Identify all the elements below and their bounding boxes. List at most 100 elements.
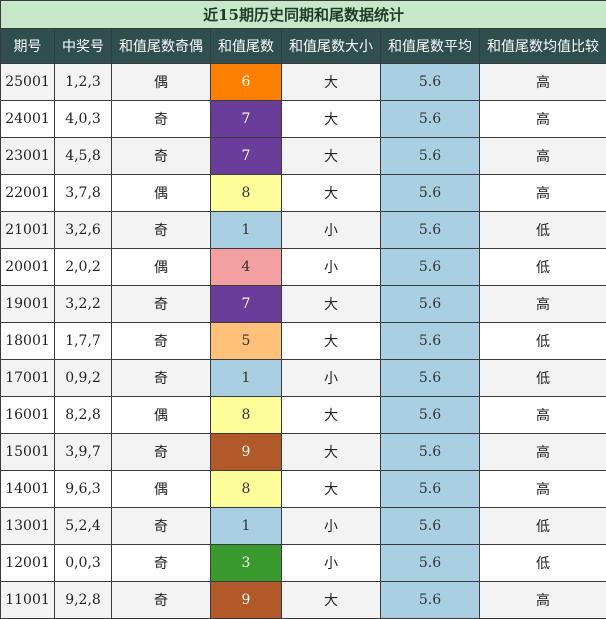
- average-cell: 5.6: [381, 545, 480, 582]
- parity-cell: 偶: [112, 249, 211, 286]
- parity-cell: 偶: [112, 175, 211, 212]
- average-cell: 5.6: [381, 64, 480, 101]
- compare-cell: 高: [480, 286, 606, 323]
- tail-cell: 3: [211, 545, 282, 582]
- parity-cell: 奇: [112, 545, 211, 582]
- parity-cell: 奇: [112, 286, 211, 323]
- size-cell: 大: [282, 101, 381, 138]
- size-cell: 大: [282, 397, 381, 434]
- size-cell: 小: [282, 508, 381, 545]
- numbers-cell: 2,0,2: [55, 249, 112, 286]
- average-cell: 5.6: [381, 286, 480, 323]
- compare-cell: 高: [480, 64, 606, 101]
- issue-cell: 18001: [1, 323, 55, 360]
- tail-cell: 7: [211, 286, 282, 323]
- parity-cell: 奇: [112, 212, 211, 249]
- issue-cell: 13001: [1, 508, 55, 545]
- parity-cell: 奇: [112, 434, 211, 471]
- size-cell: 小: [282, 212, 381, 249]
- numbers-cell: 4,5,8: [55, 138, 112, 175]
- compare-cell: 低: [480, 508, 606, 545]
- size-cell: 小: [282, 545, 381, 582]
- average-cell: 5.6: [381, 175, 480, 212]
- parity-cell: 奇: [112, 360, 211, 397]
- average-cell: 5.6: [381, 434, 480, 471]
- compare-cell: 高: [480, 397, 606, 434]
- average-cell: 5.6: [381, 397, 480, 434]
- parity-cell: 奇: [112, 323, 211, 360]
- parity-cell: 奇: [112, 508, 211, 545]
- tail-cell: 1: [211, 508, 282, 545]
- title-row: 近15期历史同期和尾数据统计: [1, 1, 606, 29]
- parity-cell: 奇: [112, 138, 211, 175]
- size-cell: 大: [282, 471, 381, 508]
- size-cell: 大: [282, 286, 381, 323]
- tail-cell: 7: [211, 138, 282, 175]
- size-cell: 小: [282, 249, 381, 286]
- tail-cell: 8: [211, 175, 282, 212]
- parity-cell: 偶: [112, 397, 211, 434]
- issue-cell: 12001: [1, 545, 55, 582]
- issue-cell: 19001: [1, 286, 55, 323]
- size-cell: 小: [282, 360, 381, 397]
- issue-cell: 23001: [1, 138, 55, 175]
- parity-cell: 奇: [112, 101, 211, 138]
- issue-cell: 25001: [1, 64, 55, 101]
- compare-cell: 低: [480, 545, 606, 582]
- numbers-cell: 3,2,2: [55, 286, 112, 323]
- size-cell: 大: [282, 582, 381, 619]
- size-cell: 大: [282, 323, 381, 360]
- numbers-cell: 3,9,7: [55, 434, 112, 471]
- tail-cell: 1: [211, 212, 282, 249]
- issue-cell: 21001: [1, 212, 55, 249]
- compare-cell: 高: [480, 138, 606, 175]
- average-cell: 5.6: [381, 323, 480, 360]
- size-cell: 大: [282, 175, 381, 212]
- compare-cell: 低: [480, 323, 606, 360]
- compare-cell: 高: [480, 471, 606, 508]
- tail-cell: 9: [211, 582, 282, 619]
- average-cell: 5.6: [381, 249, 480, 286]
- column-header-compare: 和值尾数均值比较: [480, 29, 606, 64]
- tail-cell: 8: [211, 397, 282, 434]
- tail-cell: 1: [211, 360, 282, 397]
- average-cell: 5.6: [381, 360, 480, 397]
- compare-cell: 高: [480, 175, 606, 212]
- table-title: 近15期历史同期和尾数据统计: [1, 1, 606, 29]
- column-header-size: 和值尾数大小: [282, 29, 381, 64]
- issue-cell: 15001: [1, 434, 55, 471]
- parity-cell: 偶: [112, 471, 211, 508]
- compare-cell: 低: [480, 212, 606, 249]
- average-cell: 5.6: [381, 138, 480, 175]
- compare-cell: 高: [480, 582, 606, 619]
- compare-cell: 高: [480, 434, 606, 471]
- issue-cell: 24001: [1, 101, 55, 138]
- numbers-cell: 0,0,3: [55, 545, 112, 582]
- compare-cell: 高: [480, 101, 606, 138]
- numbers-cell: 1,7,7: [55, 323, 112, 360]
- size-cell: 大: [282, 138, 381, 175]
- parity-cell: 奇: [112, 582, 211, 619]
- compare-cell: 低: [480, 249, 606, 286]
- numbers-cell: 9,2,8: [55, 582, 112, 619]
- column-header-parity: 和值尾数奇偶: [112, 29, 211, 64]
- issue-cell: 20001: [1, 249, 55, 286]
- average-cell: 5.6: [381, 582, 480, 619]
- column-header-issue: 期号: [1, 29, 55, 64]
- issue-cell: 16001: [1, 397, 55, 434]
- numbers-cell: 1,2,3: [55, 64, 112, 101]
- tail-cell: 5: [211, 323, 282, 360]
